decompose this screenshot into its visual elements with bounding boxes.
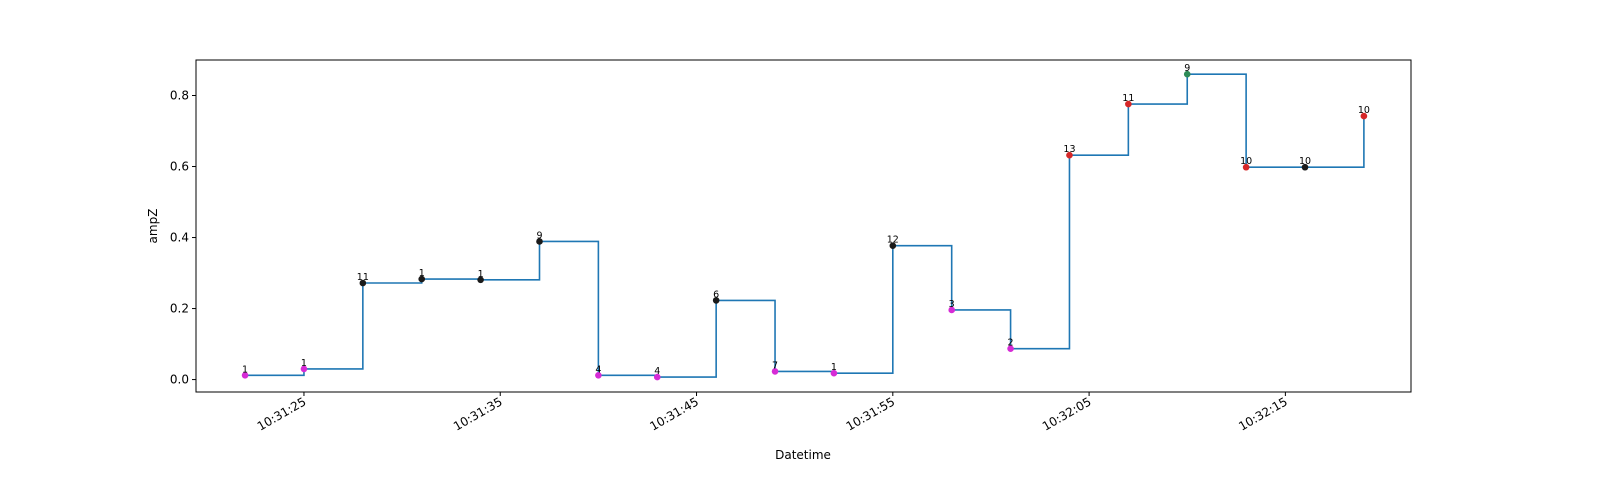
data-point (418, 275, 426, 283)
y-tick-label: 0.6 (170, 160, 189, 174)
point-label: 12 (887, 235, 899, 246)
data-point (1125, 100, 1132, 108)
point-label: 10 (1358, 105, 1370, 116)
data-point (712, 297, 720, 304)
data-point (653, 373, 661, 381)
x-tick-label: 10:32:15 (1236, 394, 1290, 433)
data-point (1301, 163, 1309, 171)
x-axis-label: Datetime (775, 448, 831, 462)
x-axis: 10:31:25 10:31:35 10:31:45 10:31:55 10:32:05… (255, 392, 1290, 434)
point-label: 7 (772, 360, 778, 371)
point-label: 11 (1122, 93, 1134, 104)
point-label: 2 (1008, 338, 1014, 349)
data-point (830, 369, 838, 377)
x-tick-label: 10:31:55 (844, 394, 898, 433)
data-point (1066, 151, 1073, 159)
x-tick-label: 10:31:45 (647, 394, 701, 433)
plot-area-frame (195, 59, 1412, 393)
data-point (359, 279, 367, 287)
data-point (948, 306, 955, 314)
y-tick-label: 0.8 (170, 89, 189, 103)
series-step-line (245, 73, 1365, 378)
point-label: 1 (301, 358, 307, 369)
data-point (536, 238, 543, 245)
point-label: 11 (357, 272, 369, 283)
data-points (241, 70, 1368, 381)
point-label: 10 (1240, 156, 1252, 167)
data-point (1007, 345, 1014, 352)
data-point (595, 372, 602, 379)
point-label: 1 (419, 268, 425, 279)
data-point (477, 276, 484, 284)
point-label: 9 (1184, 63, 1190, 74)
point-label: 10 (1299, 156, 1311, 167)
data-point (241, 372, 249, 379)
point-label: 3 (949, 299, 955, 310)
data-point (300, 365, 308, 373)
point-label: 1 (478, 269, 484, 280)
point-label: 1 (831, 362, 837, 373)
point-label: 4 (595, 364, 601, 375)
x-tick-label: 10:32:05 (1040, 394, 1094, 433)
data-point (771, 368, 779, 375)
x-tick-label: 10:31:35 (451, 394, 505, 433)
point-label: 1 (242, 364, 248, 375)
point-label: 6 (713, 289, 719, 300)
data-point (1242, 163, 1250, 171)
y-tick-label: 0.4 (170, 231, 189, 245)
point-label: 9 (536, 230, 542, 241)
y-tick-label: 0.2 (170, 302, 189, 316)
x-tick-label: 10:31:25 (255, 394, 309, 433)
y-tick-label: 0.0 (170, 373, 189, 387)
data-point (889, 242, 897, 250)
point-label: 4 (654, 366, 660, 377)
point-label: 13 (1063, 144, 1075, 155)
data-point (1360, 112, 1368, 120)
y-axis: 0.0 0.2 0.4 0.6 0.8 (170, 89, 196, 387)
y-axis-label: ampZ (146, 209, 160, 244)
data-point (1183, 70, 1191, 78)
